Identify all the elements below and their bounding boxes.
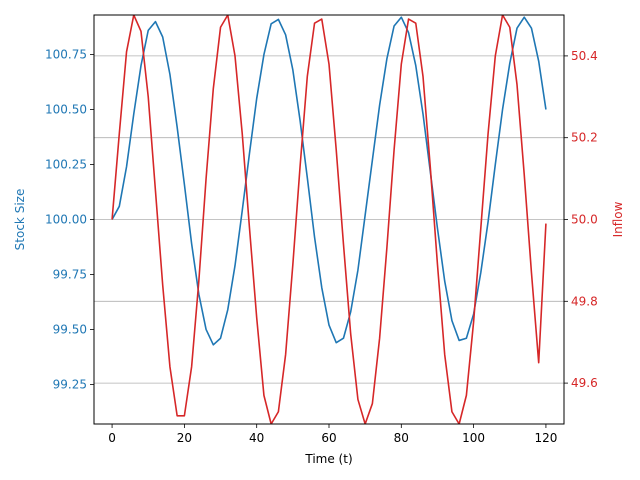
x-tick-label: 20	[177, 431, 192, 445]
x-tick-label: 60	[321, 431, 336, 445]
y-left-tick-label: 100.75	[45, 48, 87, 62]
y-left-tick-label: 99.25	[53, 377, 87, 391]
plot-lines	[111, 15, 547, 424]
x-tick-label: 80	[394, 431, 409, 445]
y-right-axis-ticks: 49.6 49.8 50.0 50.2 50.4	[564, 49, 598, 390]
y-right-tick-label: 50.4	[571, 49, 598, 63]
y-left-axis-label: Stock Size	[13, 189, 27, 251]
y-right-tick-label: 49.6	[571, 376, 598, 390]
y-left-tick-label: 99.50	[53, 322, 87, 336]
y-left-tick-label: 99.75	[53, 267, 87, 281]
y-right-tick-label: 49.8	[571, 294, 598, 308]
x-tick-label: 0	[108, 431, 116, 445]
x-tick-label: 120	[534, 431, 557, 445]
x-axis-label: Time (t)	[304, 452, 352, 466]
y-left-axis-ticks: 99.25 99.50 99.75 100.00 100.25 100.50 100.75	[45, 48, 94, 391]
x-axis-ticks: 0 20 40 60 80 100 120	[108, 424, 557, 445]
y-left-tick-label: 100.00	[45, 213, 87, 227]
y-left-tick-label: 100.25	[45, 158, 87, 172]
x-tick-label: 100	[462, 431, 485, 445]
y-right-tick-label: 50.0	[571, 213, 598, 227]
inflow-line	[111, 15, 547, 424]
x-tick-label: 40	[249, 431, 264, 445]
y-left-tick-label: 100.50	[45, 103, 87, 117]
y-right-axis-label: Inflow	[611, 201, 625, 237]
y-right-tick-label: 50.2	[571, 131, 598, 145]
gridlines	[94, 55, 564, 384]
